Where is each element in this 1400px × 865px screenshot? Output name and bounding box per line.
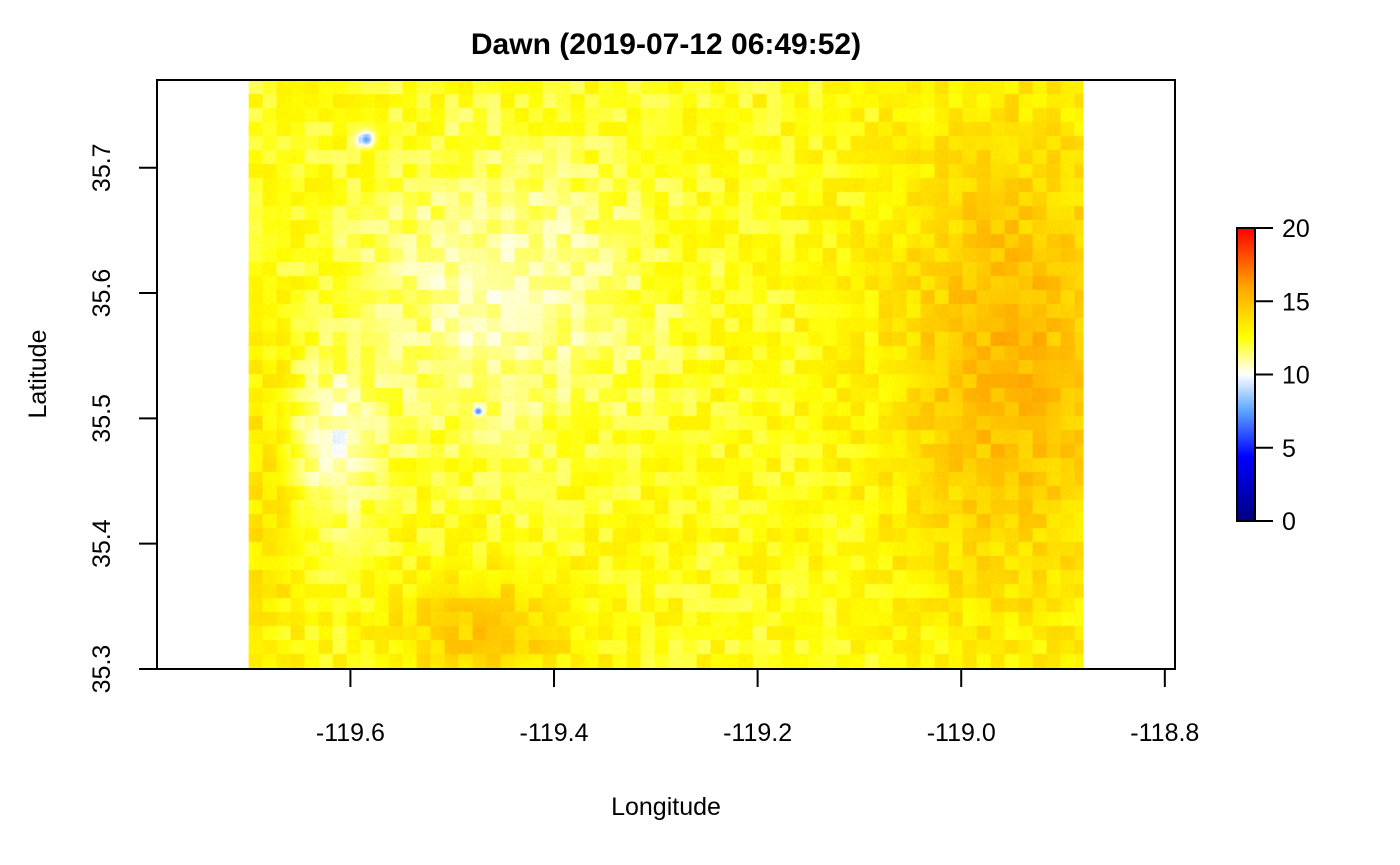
x-tick-label: -118.8 [1130, 719, 1199, 747]
colorbar-ticks: 0 5 10 15 20 [1255, 215, 1310, 536]
x-tick-label: -119.0 [927, 719, 996, 747]
y-tick-label: 35.4 [88, 519, 116, 568]
x-axis-label: Longitude [611, 793, 721, 821]
colorbar-tick-label: 0 [1282, 508, 1296, 536]
x-tick-label: -119.6 [316, 719, 385, 747]
y-axis: 35.3 35.4 35.5 35.6 35.7 [88, 143, 158, 694]
y-tick-label: 35.5 [88, 394, 116, 443]
x-tick-label: -119.4 [520, 719, 589, 747]
colorbar-tick-label: 10 [1282, 362, 1310, 390]
colorbar-legend: 0 5 10 15 20 [1236, 215, 1310, 536]
heatmap-raster [248, 80, 1084, 669]
x-tick-label: -119.2 [723, 719, 792, 747]
y-tick-label: 35.3 [88, 645, 116, 694]
colorbar-tick-label: 5 [1282, 435, 1296, 463]
colorbar-tick-label: 15 [1282, 288, 1310, 316]
y-axis-label: Latitude [24, 330, 52, 419]
y-tick-label: 35.7 [88, 143, 116, 192]
colorbar-ramp [1236, 227, 1256, 522]
x-axis: -119.6 -119.4 -119.2 -119.0 -118.8 [316, 668, 1199, 747]
chart-title: Dawn (2019-07-12 06:49:52) [471, 28, 861, 61]
y-tick-label: 35.6 [88, 269, 116, 318]
colorbar-tick-label: 20 [1282, 215, 1310, 243]
